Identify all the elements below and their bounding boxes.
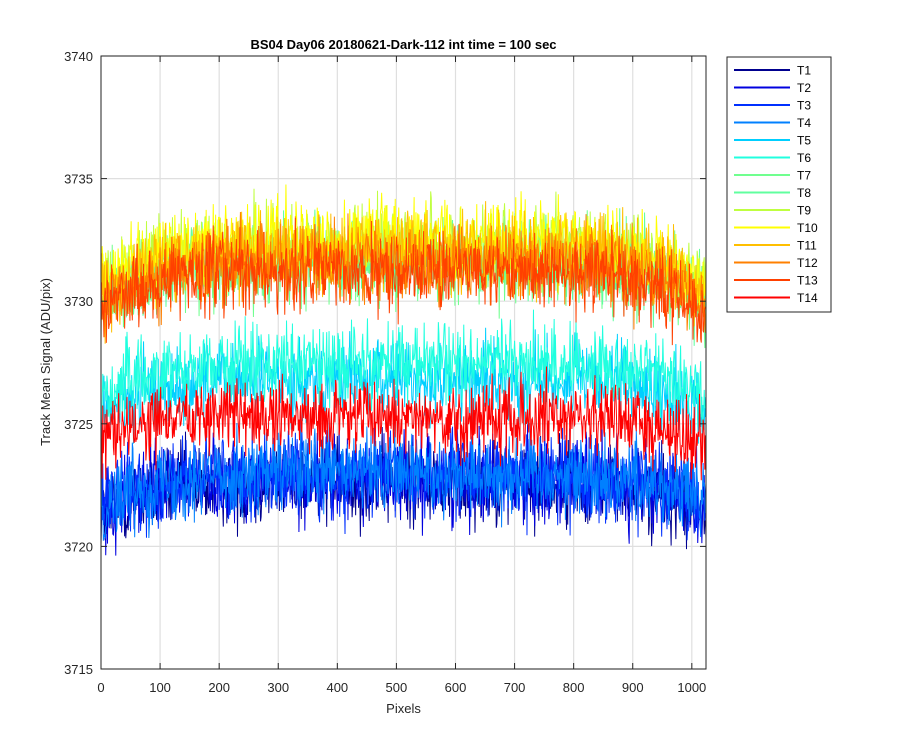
x-tick-label: 400 — [326, 680, 348, 695]
legend-box — [726, 56, 832, 313]
x-axis-label: Pixels — [386, 701, 421, 716]
x-tick-label: 700 — [504, 680, 526, 695]
series-lines — [100, 184, 707, 556]
legend-label-t12: T12 — [797, 256, 818, 270]
legend-label-t13: T13 — [797, 274, 818, 288]
x-tick-label: 200 — [208, 680, 230, 695]
y-tick-label: 3725 — [64, 417, 93, 432]
series-line-t14 — [100, 366, 707, 481]
series-line-t13 — [100, 217, 707, 346]
legend-label-t5: T5 — [797, 134, 811, 148]
chart-title: BS04 Day06 20180621-Dark-112 int time = … — [250, 37, 556, 52]
x-tick-label: 900 — [622, 680, 644, 695]
series-line-t4 — [100, 418, 707, 541]
legend-label-t14: T14 — [797, 291, 818, 305]
y-axis-label: Track Mean Signal (ADU/pix) — [38, 278, 53, 446]
y-tick-label: 3730 — [64, 294, 93, 309]
x-tick-label: 500 — [386, 680, 408, 695]
y-tick-label: 3720 — [64, 539, 93, 554]
x-tick-label: 0 — [97, 680, 104, 695]
x-tick-label: 600 — [445, 680, 467, 695]
legend-label-t1: T1 — [797, 64, 811, 78]
x-tick-label: 300 — [267, 680, 289, 695]
x-tick-label: 100 — [149, 680, 171, 695]
legend-label-t11: T11 — [797, 239, 817, 253]
series-line-t6 — [100, 309, 707, 431]
legend-label-t6: T6 — [797, 151, 811, 165]
legend-label-t9: T9 — [797, 204, 811, 218]
axis-ticks: 0 100 200 300 400 500 600 700 800 900 1000 3715 3720… — [64, 49, 706, 695]
axes-box — [100, 55, 707, 670]
legend-label-t8: T8 — [797, 186, 811, 200]
legend-label-t10: T10 — [797, 221, 818, 235]
x-tick-label: 800 — [563, 680, 585, 695]
y-tick-label: 3735 — [64, 172, 93, 187]
y-tick-label: 3715 — [64, 662, 93, 677]
y-tick-label: 3740 — [64, 49, 93, 64]
legend-label-t7: T7 — [797, 169, 811, 183]
legend: T1 T2 T3 T4 T5 T6 T7 T8 T9 T10 T11 T12 T13 T14 — [726, 56, 832, 313]
x-tick-label: 1000 — [677, 680, 706, 695]
legend-label-t4: T4 — [797, 116, 811, 130]
legend-label-t3: T3 — [797, 99, 811, 113]
legend-label-t2: T2 — [797, 81, 811, 95]
